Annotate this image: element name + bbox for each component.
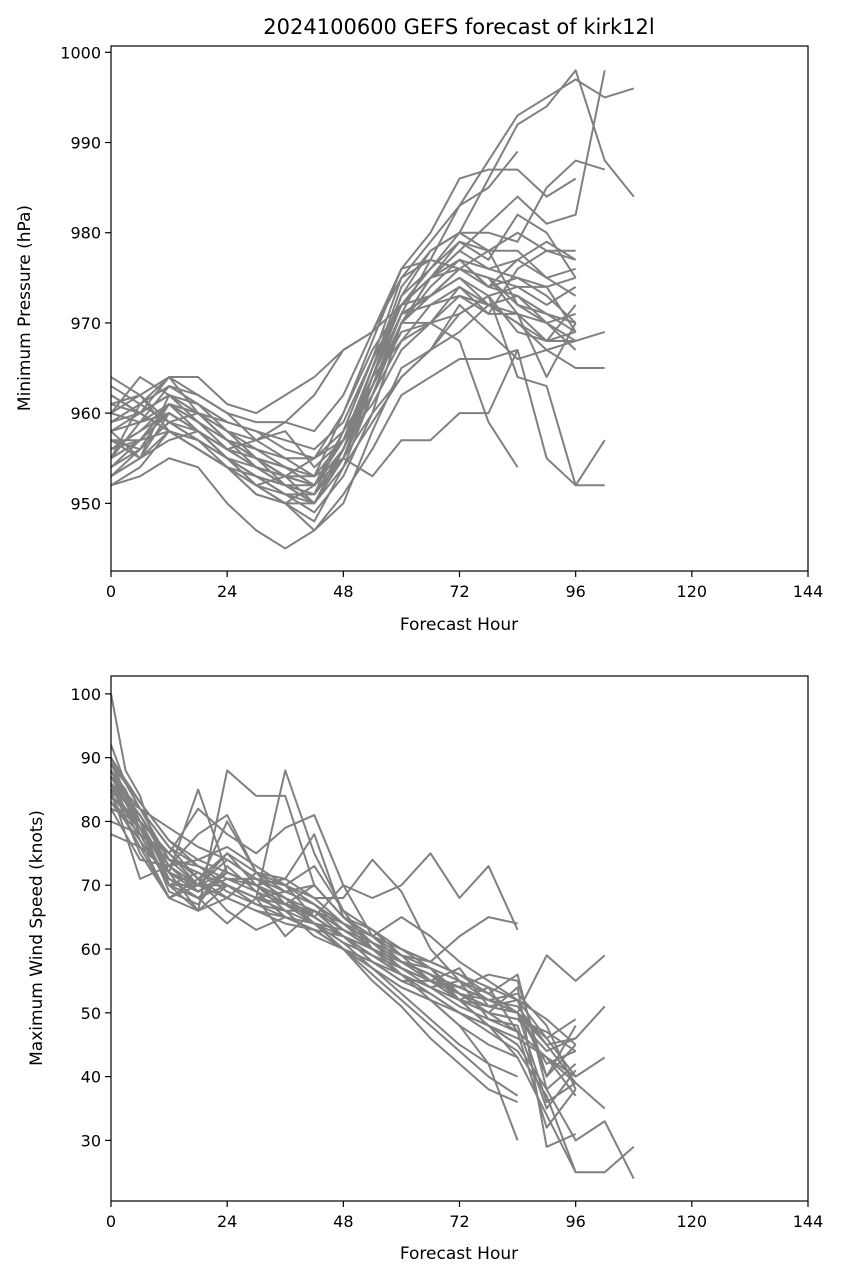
pressure-member-line-28 — [110, 249, 576, 451]
wind-member-line-26 — [110, 763, 577, 1040]
wind-x-tick-label: 48 — [333, 1212, 353, 1231]
wind-member-line-18 — [110, 769, 577, 1091]
wind-y-tick-label: 90 — [81, 749, 101, 768]
pressure-axes-frame — [110, 45, 809, 572]
wind-y-tick-label: 60 — [81, 940, 101, 959]
pressure-y-tick-label: 960 — [70, 404, 101, 423]
pressure-x-tick-label: 144 — [793, 582, 824, 601]
pressure-member-line-17 — [110, 249, 576, 496]
pressure-member-line-14 — [110, 276, 577, 487]
wind-x-tick-label: 144 — [793, 1212, 824, 1231]
wind-member-line-31 — [110, 788, 577, 1046]
wind-x-tick-label: 96 — [565, 1212, 585, 1231]
wind-member-line-19 — [110, 795, 577, 1129]
wind-ticks: 0 24 48 72 96 120 144 30 40 50 60 70 80 90 100 — [70, 685, 823, 1231]
pressure-series-layer — [110, 69, 635, 550]
wind-y-axis-label: Maximum Wind Speed (knots) — [27, 810, 47, 1066]
wind-member-line-24 — [110, 776, 577, 1078]
wind-member-line-12 — [110, 782, 518, 1104]
wind-member-line-29 — [110, 807, 577, 1084]
wind-member-line-13 — [110, 763, 519, 1141]
wind-y-tick-label: 40 — [81, 1068, 101, 1087]
wind-x-tick-label: 120 — [677, 1212, 708, 1231]
wind-y-tick-label: 80 — [81, 812, 101, 831]
pressure-y-tick-label: 950 — [70, 494, 101, 513]
wind-y-tick-label: 100 — [70, 685, 101, 704]
wind-y-tick-label: 30 — [81, 1131, 101, 1150]
wind-member-line-30 — [110, 757, 577, 1078]
wind-member-line-23 — [110, 789, 577, 1148]
wind-x-axis-label: Forecast Hour — [400, 1244, 518, 1264]
pressure-x-tick-label: 96 — [565, 582, 585, 601]
pressure-ticks: 0 24 48 72 96 120 144 950 960 970 980 990 1000 — [60, 43, 823, 601]
wind-x-tick-label: 0 — [106, 1212, 116, 1231]
pressure-member-line-27 — [110, 240, 577, 459]
pressure-y-tick-label: 970 — [70, 314, 101, 333]
pressure-member-line-30 — [110, 267, 576, 478]
wind-x-tick-label: 72 — [449, 1212, 469, 1231]
wind-member-line-20 — [110, 782, 577, 1097]
pressure-x-tick-label: 48 — [333, 582, 353, 601]
wind-y-tick-label: 70 — [81, 876, 101, 895]
wind-x-tick-label: 24 — [217, 1212, 237, 1231]
pressure-panel: 0 24 48 72 96 120 144 950 960 970 980 990 1000 Forec… — [15, 43, 823, 635]
pressure-member-line-31 — [110, 276, 577, 460]
pressure-member-line-25 — [110, 349, 519, 487]
wind-member-line-15 — [110, 776, 577, 1078]
wind-member-line-14 — [110, 808, 518, 1059]
pressure-member-line-15 — [111, 267, 576, 478]
pressure-x-tick-label: 24 — [217, 582, 237, 601]
wind-y-tick-label: 50 — [81, 1004, 101, 1023]
pressure-y-axis-label: Minimum Pressure (hPa) — [15, 205, 35, 411]
pressure-x-tick-label: 72 — [449, 582, 469, 601]
figure-title: 2024100600 GEFS forecast of kirk12l — [263, 15, 654, 39]
wind-series-layer — [110, 693, 635, 1180]
pressure-member-line-24 — [110, 348, 605, 550]
pressure-y-tick-label: 1000 — [60, 43, 101, 62]
pressure-x-tick-label: 120 — [677, 582, 708, 601]
pressure-x-axis-label: Forecast Hour — [400, 615, 518, 635]
wind-member-line-22 — [110, 769, 577, 1104]
wind-axes-frame — [110, 675, 809, 1202]
pressure-member-line-6 — [110, 150, 519, 505]
pressure-y-tick-label: 990 — [70, 134, 101, 153]
pressure-y-tick-label: 980 — [70, 224, 101, 243]
wind-member-line-2 — [110, 744, 635, 1174]
pressure-x-tick-label: 0 — [106, 582, 116, 601]
wind-panel: 0 24 48 72 96 120 144 30 40 50 60 70 80 90 100 Forecas… — [27, 675, 823, 1264]
pressure-member-line-29 — [110, 285, 577, 469]
wind-member-line-27 — [110, 801, 577, 1052]
